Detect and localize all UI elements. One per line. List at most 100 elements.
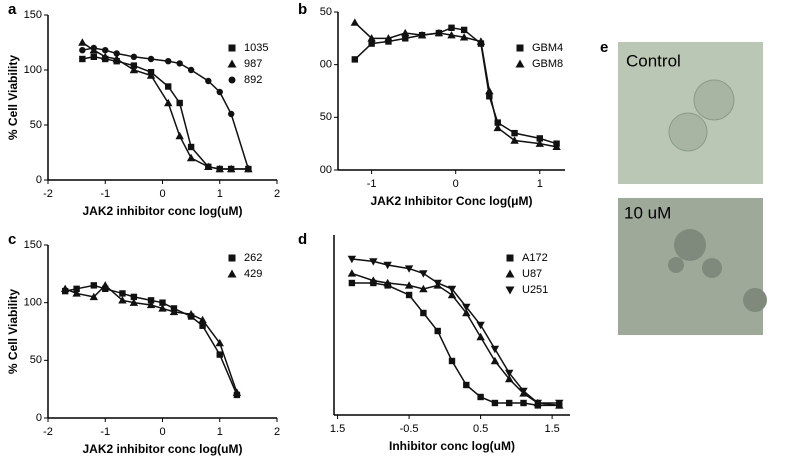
x-axis-label: Inhibitor conc log(uM) xyxy=(389,439,515,453)
x-tick-label: -1 xyxy=(100,188,110,200)
marker xyxy=(419,284,428,293)
x-tick-label: 0 xyxy=(159,188,165,200)
spheroid xyxy=(668,112,708,152)
y-axis-label: % Cell Viability xyxy=(6,55,20,140)
marker xyxy=(447,30,456,39)
marker xyxy=(118,296,127,304)
marker xyxy=(187,143,195,151)
marker xyxy=(165,83,172,90)
legend-label: 262 xyxy=(244,252,262,264)
y-tick-label: 100 xyxy=(24,64,42,76)
marker xyxy=(129,298,139,306)
micrograph xyxy=(618,198,763,335)
marker xyxy=(369,276,378,284)
marker xyxy=(384,34,393,42)
image-caption: Control xyxy=(626,51,681,70)
marker xyxy=(228,110,235,118)
marker xyxy=(555,399,564,408)
marker xyxy=(216,88,223,96)
marker xyxy=(494,119,501,126)
marker xyxy=(448,24,455,31)
marker xyxy=(78,38,87,46)
marker xyxy=(505,286,515,295)
marker xyxy=(404,265,414,273)
marker xyxy=(383,261,392,270)
marker xyxy=(199,322,206,329)
marker xyxy=(90,282,97,289)
marker xyxy=(215,338,224,347)
marker xyxy=(205,77,212,85)
panel-label: b xyxy=(298,1,307,18)
marker xyxy=(476,321,485,330)
marker xyxy=(147,297,155,304)
marker xyxy=(228,44,236,52)
marker xyxy=(130,62,138,69)
marker xyxy=(486,93,493,100)
marker xyxy=(533,399,543,408)
marker xyxy=(146,71,156,79)
marker xyxy=(158,304,167,312)
x-tick-label: -1 xyxy=(367,178,377,190)
y-tick-label: 0 xyxy=(36,412,42,424)
y-tick-label: 50 xyxy=(320,111,332,123)
legend-label: 892 xyxy=(244,74,262,86)
y-tick-label: 100 xyxy=(24,297,42,309)
marker xyxy=(73,285,80,293)
legend-label: U87 xyxy=(522,268,542,280)
marker xyxy=(79,47,86,54)
marker xyxy=(476,37,486,45)
marker xyxy=(447,285,457,294)
marker xyxy=(505,269,515,278)
marker xyxy=(101,281,110,289)
marker xyxy=(459,33,469,41)
marker xyxy=(176,60,183,67)
x-tick-label: -2 xyxy=(43,188,53,200)
marker xyxy=(506,254,514,262)
marker xyxy=(187,66,195,74)
marker xyxy=(506,399,513,407)
panel-label: e xyxy=(600,39,608,56)
marker xyxy=(448,357,456,365)
marker xyxy=(347,269,357,277)
marker xyxy=(347,255,357,264)
x-axis-label: JAK2 inhibitor conc log(uM) xyxy=(83,442,243,456)
legend-label: 1035 xyxy=(244,42,268,54)
spheroid xyxy=(693,79,735,121)
marker xyxy=(477,393,484,401)
marker xyxy=(102,285,109,293)
marker xyxy=(186,153,196,162)
series-line xyxy=(82,56,249,170)
marker xyxy=(505,369,514,378)
marker xyxy=(351,56,359,63)
marker xyxy=(215,164,224,173)
marker xyxy=(552,142,561,151)
legend-label: GBM8 xyxy=(532,58,563,70)
y-axis-label: % Cell Viability xyxy=(6,289,20,374)
marker xyxy=(245,165,252,173)
marker xyxy=(460,26,468,34)
marker xyxy=(169,307,179,316)
marker xyxy=(129,65,139,74)
y-tick-label: 50 xyxy=(30,119,42,131)
legend-label: GBM4 xyxy=(532,42,563,54)
marker xyxy=(505,374,514,383)
marker xyxy=(447,290,457,299)
y-tick-label: 0 xyxy=(36,174,42,186)
marker xyxy=(516,44,524,52)
y-tick-label: 150 xyxy=(24,239,42,251)
marker xyxy=(228,76,236,84)
marker xyxy=(89,292,98,301)
marker xyxy=(383,278,392,287)
marker xyxy=(227,164,236,173)
x-tick-label: 0 xyxy=(453,178,459,190)
marker xyxy=(72,289,81,297)
marker xyxy=(485,86,494,95)
marker xyxy=(417,30,427,39)
marker xyxy=(405,291,413,299)
y-tick-label: 150 xyxy=(24,9,42,21)
x-tick-label: 1 xyxy=(217,426,223,438)
marker xyxy=(510,136,519,144)
marker xyxy=(60,284,70,293)
marker xyxy=(402,35,409,42)
